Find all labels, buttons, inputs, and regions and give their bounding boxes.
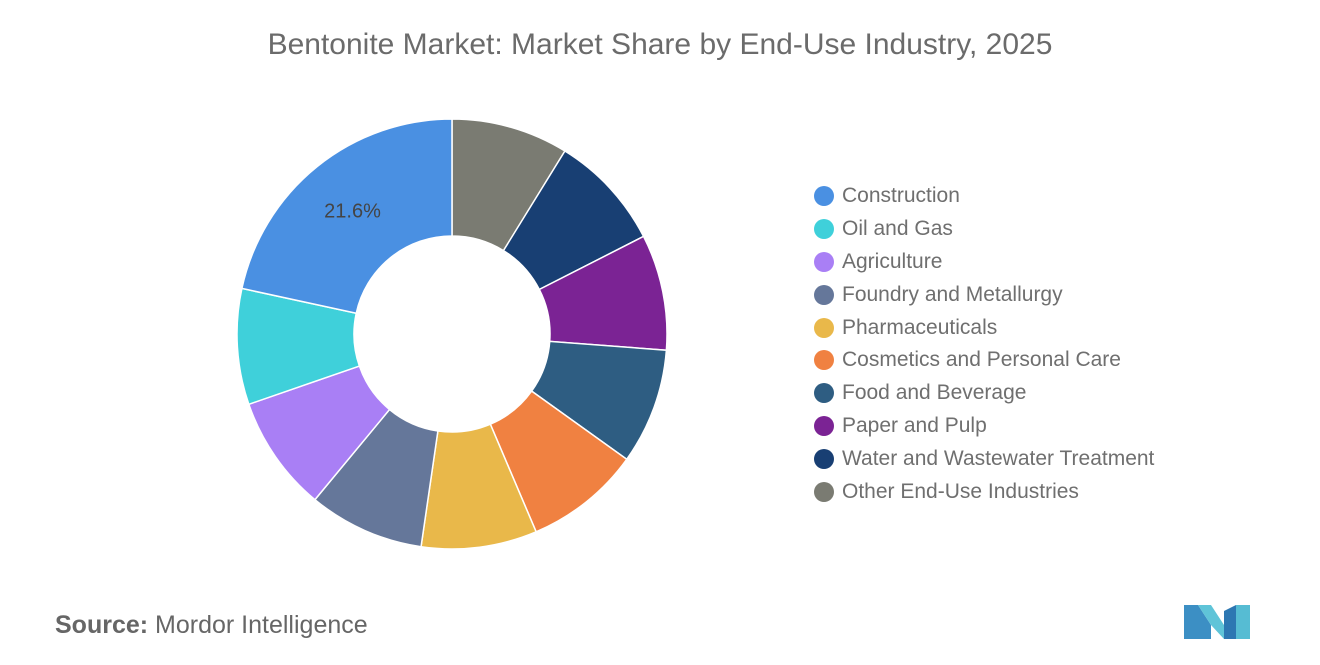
legend-label: Foundry and Metallurgy <box>842 282 1063 306</box>
legend-label: Other End-Use Industries <box>842 479 1079 503</box>
source-label: Source: <box>55 611 149 639</box>
legend-label: Food and Beverage <box>842 381 1027 405</box>
legend-item-cosmetics-and-personal-care: Cosmetics and Personal Care <box>814 344 1154 377</box>
legend-swatch <box>814 284 834 305</box>
legend-swatch <box>814 481 834 502</box>
data-label-construction: 21.6% <box>324 201 381 223</box>
chart-title: Bentonite Market: Market Share by End-Us… <box>267 28 1053 61</box>
legend-item-agriculture: Agriculture <box>814 246 1154 279</box>
legend-item-construction: Construction <box>814 180 1154 213</box>
legend-label: Oil and Gas <box>842 217 953 241</box>
legend-swatch <box>814 317 834 338</box>
legend-label: Paper and Pulp <box>842 413 987 437</box>
slice-construction <box>240 118 453 315</box>
legend-item-food-and-beverage: Food and Beverage <box>814 377 1154 410</box>
legend-swatch <box>814 415 834 436</box>
legend-item-other-end-use-industries: Other End-Use Industries <box>814 475 1154 508</box>
legend-item-paper-and-pulp: Paper and Pulp <box>814 410 1154 443</box>
donut-chart: 21.6% <box>236 118 668 550</box>
legend-label: Water and Wastewater Treatment <box>842 446 1155 470</box>
legend-swatch <box>814 383 834 404</box>
legend-label: Agriculture <box>842 249 943 273</box>
legend-item-pharmaceuticals: Pharmaceuticals <box>814 311 1154 344</box>
legend-swatch <box>814 219 834 240</box>
legend-label: Pharmaceuticals <box>842 315 998 339</box>
legend-item-water-and-wastewater-treatment: Water and Wastewater Treatment <box>814 442 1154 475</box>
legend-item-foundry-and-metallurgy: Foundry and Metallurgy <box>814 278 1154 311</box>
chart-legend: Construction Oil and Gas Agriculture Foundr… <box>814 180 1154 508</box>
source-value: Mordor Intelligence <box>155 611 368 639</box>
legend-swatch <box>814 448 834 469</box>
legend-swatch <box>814 251 834 272</box>
legend-label: Construction <box>842 184 960 208</box>
legend-label: Cosmetics and Personal Care <box>842 348 1121 372</box>
legend-swatch <box>814 186 834 207</box>
legend-swatch <box>814 350 834 371</box>
mordor-intelligence-logo-icon <box>1184 605 1250 639</box>
source-note: Source: Mordor Intelligence <box>55 611 368 640</box>
legend-item-oil-and-gas: Oil and Gas <box>814 213 1154 246</box>
